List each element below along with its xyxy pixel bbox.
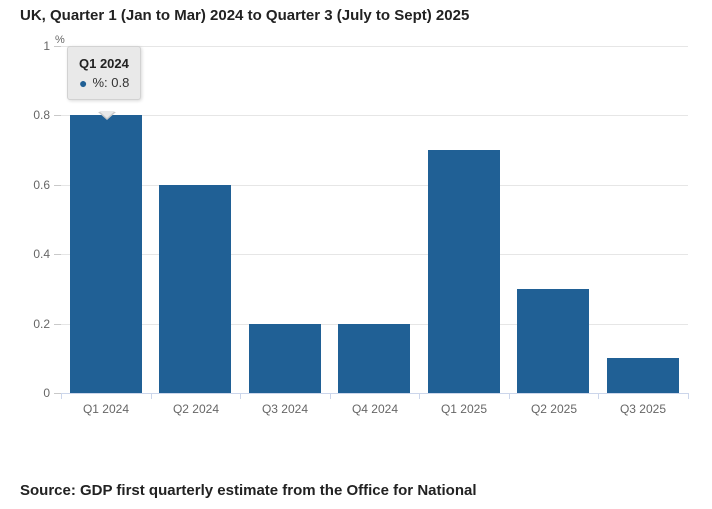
tooltip: Q1 2024 ● %: 0.8	[67, 46, 142, 100]
y-axis-tick-label: 0.6	[33, 178, 50, 192]
tooltip-arrow-icon	[99, 111, 115, 118]
y-axis-tick-label: 0	[43, 386, 50, 400]
y-axis-tick	[54, 324, 61, 325]
bar-q1-2025[interactable]	[428, 150, 500, 393]
bar-q3-2024[interactable]	[249, 324, 321, 393]
x-axis-category-label: Q4 2024	[351, 402, 399, 416]
bar-q2-2025[interactable]	[517, 289, 589, 393]
y-axis-tick-label: 0.8	[33, 108, 50, 122]
bar-q2-2024[interactable]	[159, 185, 231, 393]
x-axis-tick	[509, 393, 510, 399]
x-axis-category-label: Q2 2025	[530, 402, 578, 416]
x-axis-tick	[688, 393, 689, 399]
x-axis-line	[61, 393, 688, 394]
x-axis-tick	[419, 393, 420, 399]
y-axis-tick	[54, 254, 61, 255]
tooltip-value-row: ● %: 0.8	[79, 75, 129, 90]
y-gridline	[61, 115, 688, 116]
tooltip-value-label: %: 0.8	[92, 75, 130, 90]
x-axis-category-label: Q1 2024	[82, 402, 130, 416]
y-axis-tick	[54, 185, 61, 186]
x-axis-category-label: Q3 2024	[261, 402, 309, 416]
x-axis-tick	[240, 393, 241, 399]
source-note: Source: GDP first quarterly estimate fro…	[20, 482, 477, 499]
y-axis-tick-label: 0.2	[33, 317, 50, 331]
bar-q4-2024[interactable]	[338, 324, 410, 393]
tooltip-title: Q1 2024	[79, 56, 129, 71]
x-axis-tick	[151, 393, 152, 399]
bar-q3-2025[interactable]	[607, 358, 679, 393]
chart-title: UK, Quarter 1 (Jan to Mar) 2024 to Quart…	[20, 7, 470, 24]
x-axis-tick	[330, 393, 331, 399]
series-marker-icon: ●	[79, 74, 88, 91]
x-axis-tick	[61, 393, 62, 399]
x-axis-category-label: Q3 2025	[619, 402, 667, 416]
bar-q1-2024[interactable]	[70, 115, 142, 393]
x-axis-category-label: Q2 2024	[172, 402, 220, 416]
x-axis-category-label: Q1 2025	[440, 402, 488, 416]
y-gridline	[61, 185, 688, 186]
y-axis-tick	[54, 46, 61, 47]
y-gridline	[61, 254, 688, 255]
y-axis-tick-label: 1	[43, 39, 50, 53]
y-axis-tick-label: 0.4	[33, 247, 50, 261]
y-axis-tick	[54, 115, 61, 116]
y-axis-unit-label: %	[55, 34, 65, 46]
x-axis-tick	[598, 393, 599, 399]
y-axis-tick	[54, 393, 61, 394]
y-gridline	[61, 46, 688, 47]
